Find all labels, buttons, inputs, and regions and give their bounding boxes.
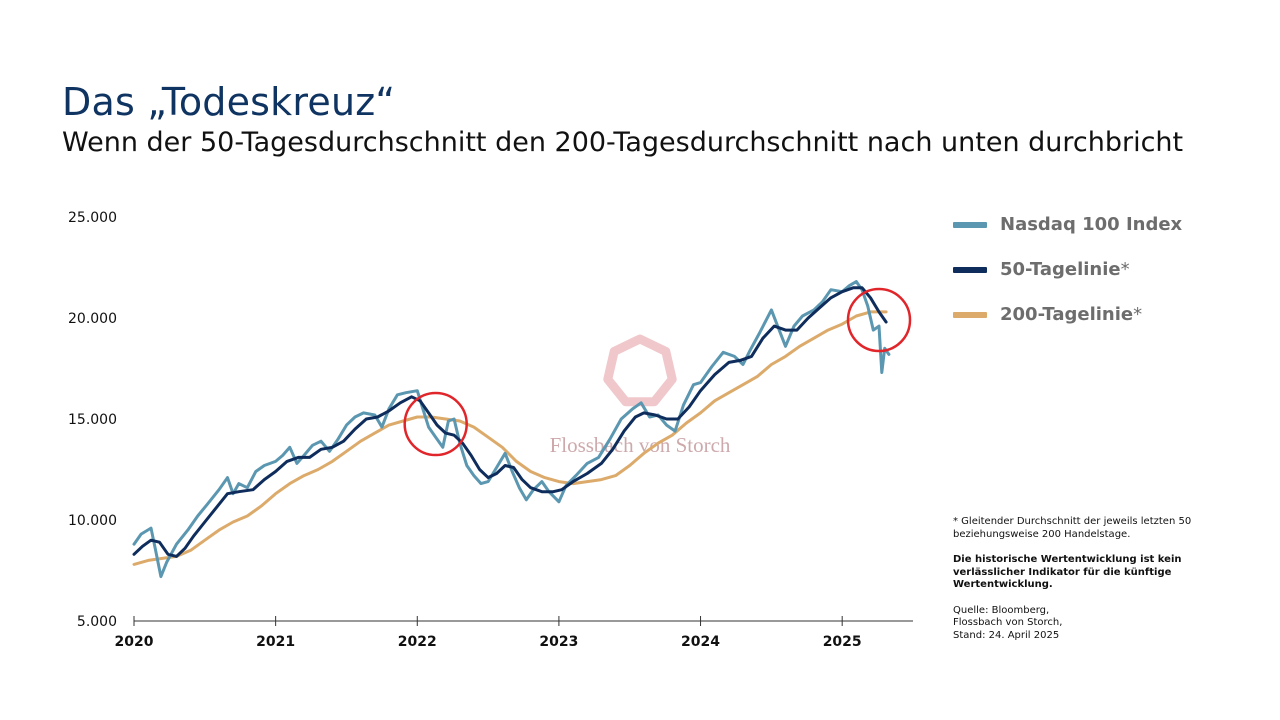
x-tick-label: 2023 [539,634,578,650]
series-line-nasdaq-100 [132,280,891,579]
watermark-heptagon-icon [603,334,677,407]
chart-legend: Nasdaq 100 Index 50-Tagelinie* 200-Tagel… [953,210,1263,345]
y-tick-label: 15.000 [68,412,117,428]
legend-label-50day: 50-Tagelinie* [1000,259,1130,280]
legend-swatch-200day [953,311,987,318]
legend-asterisk-50day: * [1120,259,1130,280]
chart-notes: * Gleitender Durchschnitt der jeweils le… [953,516,1223,655]
legend-item-50day: 50-Tagelinie* [953,255,1263,284]
footnote: * Gleitender Durchschnitt der jeweils le… [953,516,1192,540]
page-subtitle: Wenn der 50-Tagesdurchschnitt den 200-Ta… [62,127,1184,158]
annotation-circle-death-cross-2022 [403,391,468,457]
source-line-3: Stand: 24. April 2025 [953,629,1060,641]
legend-label-200day: 200-Tagelinie* [1000,304,1143,325]
source-line-1: Quelle: Bloomberg, [953,604,1050,616]
x-tick-label: 2025 [823,634,862,650]
source-note: Quelle: Bloomberg, Flossbach von Storch,… [953,605,1223,643]
y-tick-label: 5.000 [77,614,117,630]
y-tick-label: 25.000 [68,210,117,226]
legend-swatch-nasdaq [953,221,987,228]
annotation-circle-death-cross-2025 [846,287,912,353]
y-tick-label: 20.000 [68,311,117,327]
page-title: Das „Todeskreuz“ [62,80,396,124]
disclaimer: Die historische Wertentwicklung ist kein… [953,554,1182,590]
watermark-logo: Flossbach von Storch [550,334,731,457]
x-axis: 2020 2021 2022 2023 2024 2025 [115,616,913,650]
legend-swatch-50day [953,266,987,273]
source-line-2: Flossbach von Storch, [953,617,1063,628]
x-tick-label: 2021 [256,634,295,650]
legend-item-nasdaq: Nasdaq 100 Index [953,210,1263,239]
legend-label-nasdaq: Nasdaq 100 Index [1000,214,1183,235]
series-line-200-day [132,310,888,566]
series-layer [132,280,891,579]
x-tick-label: 2022 [398,634,437,650]
x-tick-label: 2024 [681,634,720,650]
annotation-layer [403,287,912,457]
y-tick-label: 10.000 [68,513,117,529]
series-line-50-day [132,286,888,558]
legend-asterisk-200day: * [1133,304,1143,325]
y-axis: 5.000 10.000 15.000 20.000 25.000 [68,210,117,630]
watermark-text: Flossbach von Storch [550,433,731,457]
x-tick-label: 2020 [115,634,154,650]
legend-item-200day: 200-Tagelinie* [953,300,1263,329]
